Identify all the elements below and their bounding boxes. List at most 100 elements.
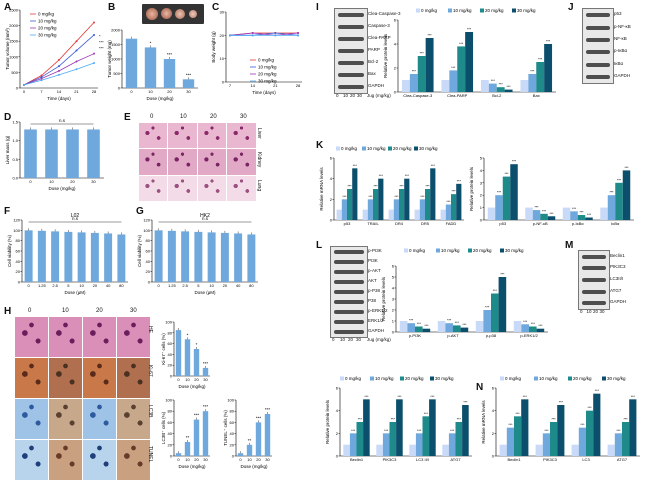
- bar: [521, 324, 529, 332]
- significance-mark: ***: [348, 185, 353, 189]
- legend-swatch: [400, 376, 404, 381]
- y-tick-label: 6: [492, 386, 495, 391]
- y-tick-label: 1: [480, 205, 483, 210]
- y-tick-label: 40: [168, 352, 173, 357]
- significance-mark: ***: [544, 429, 549, 433]
- x-tick-label: DR5: [421, 221, 430, 226]
- x-tick-label: 40: [106, 283, 111, 288]
- y-tick-label: 0: [492, 454, 495, 459]
- bar: [442, 444, 449, 456]
- y-tick-label: 4: [394, 42, 397, 47]
- bar: [234, 233, 243, 282]
- y-tick-label: 80: [168, 409, 173, 414]
- significance-mark: ***: [463, 401, 468, 405]
- blot-tick: 30: [356, 337, 362, 342]
- bar: [24, 230, 33, 282]
- bar: [495, 195, 503, 220]
- histology-tile: [82, 316, 116, 357]
- bar: [502, 176, 511, 220]
- x-tick-label: PIK3C3: [383, 457, 398, 462]
- histology-e-row-kidney: Kidney: [256, 152, 262, 168]
- bar: [362, 209, 368, 220]
- y-tick-label: 6: [336, 386, 339, 391]
- x-axis-label: Dose (mg/kg): [146, 96, 174, 101]
- blot-label: PIK3C3: [610, 264, 626, 270]
- histology-tile: [197, 122, 226, 149]
- x-tick-label: 40: [236, 283, 241, 288]
- legend-label: 30 mg/kg: [258, 79, 277, 84]
- significance-mark: ***: [624, 418, 629, 422]
- histology-tile: [14, 316, 48, 357]
- blot-band: [334, 280, 364, 284]
- data-point: [23, 83, 25, 86]
- chart-title: L02: [71, 213, 80, 219]
- y-tick-label: 100: [13, 228, 20, 233]
- data-point: [75, 40, 78, 43]
- blot-tick: 10: [343, 93, 349, 98]
- bar: [496, 87, 505, 92]
- y-tick-label: 120: [143, 218, 150, 223]
- significance-mark: ***: [542, 209, 547, 213]
- bar: [167, 230, 176, 282]
- x-tick-label: 0: [23, 89, 26, 94]
- bar: [87, 129, 100, 178]
- y-axis-label: Cell viability (%): [137, 235, 142, 268]
- histology-tile: [116, 316, 150, 357]
- bar: [445, 204, 451, 220]
- bar: [430, 168, 436, 220]
- significance-mark: ***: [516, 412, 521, 416]
- x-tick-label: 30: [203, 377, 208, 382]
- series-line: [229, 32, 299, 36]
- bar: [207, 232, 216, 282]
- bar: [399, 189, 405, 220]
- y-tick-label: 0: [336, 454, 339, 459]
- legend-swatch: [414, 146, 418, 151]
- x-tick-label: 20: [256, 457, 261, 462]
- bar: [184, 339, 191, 376]
- histology-tile: [14, 398, 48, 439]
- data-point: [40, 77, 43, 80]
- histology-tile: [116, 398, 150, 439]
- x-tick-label: 10: [185, 457, 190, 462]
- bar: [193, 349, 200, 376]
- x-tick-label: 0: [177, 457, 180, 462]
- significance-mark: ***: [595, 389, 600, 393]
- y-tick-label: 1.0: [12, 138, 18, 143]
- bar: [349, 433, 357, 456]
- blot-label: PI3K: [368, 258, 378, 263]
- histology-h-col-0: 0: [28, 308, 32, 314]
- legend-label: 10 mg/kg: [539, 376, 558, 381]
- y-tick-label: 120: [13, 218, 20, 223]
- x-tick-label: 0: [239, 457, 242, 462]
- x-tick-label: 30: [91, 179, 96, 184]
- y-tick-label: 100: [165, 398, 172, 403]
- western-blot-j: [582, 8, 614, 84]
- y-axis-label: Relative mRNA levels: [319, 167, 324, 211]
- y-axis-label: TUNEL⁺ cells (%): [223, 410, 228, 446]
- y-tick-label: 0: [394, 90, 397, 95]
- panel-label-d: D: [4, 112, 12, 123]
- x-tick-label: 20: [93, 283, 98, 288]
- bar: [491, 293, 499, 332]
- histology-h-col-20: 20: [96, 308, 103, 314]
- blot-band: [334, 320, 364, 324]
- y-tick-label: 100: [227, 398, 234, 403]
- significance-mark: ***: [546, 40, 551, 44]
- bar: [407, 323, 415, 332]
- bar: [487, 207, 496, 220]
- bar: [363, 399, 370, 456]
- significance-mark: ***: [428, 34, 433, 38]
- significance-mark: ***: [549, 212, 554, 216]
- x-tick-label: FADD: [446, 221, 457, 226]
- x-tick-label: p53: [344, 221, 351, 226]
- y-tick-label: 6: [330, 156, 333, 161]
- bar: [181, 231, 190, 282]
- y-tick-label: 2: [336, 431, 339, 436]
- x-tick-label: 7: [229, 83, 232, 88]
- significance-mark: ***: [530, 70, 535, 74]
- significance-mark: *: [99, 33, 101, 38]
- legend-swatch: [480, 8, 484, 13]
- panel-label-f: F: [4, 206, 11, 217]
- histology-h-col-10: 10: [62, 308, 69, 314]
- legend-label: 0 mg/kg: [258, 58, 275, 63]
